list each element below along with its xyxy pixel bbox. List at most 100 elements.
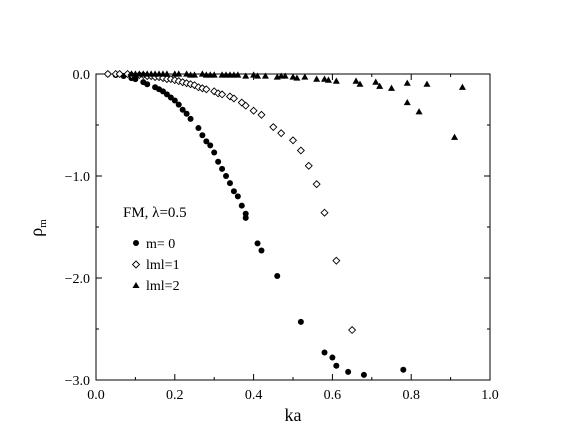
data-point: [242, 214, 249, 221]
data-point: [423, 80, 431, 87]
data-point: [223, 173, 230, 179]
data-point: [320, 208, 329, 217]
series-1: [103, 69, 357, 335]
data-point: [301, 73, 309, 80]
legend-marker-filled-circle: [133, 240, 139, 246]
data-point: [183, 70, 191, 77]
data-point: [281, 72, 289, 79]
data-point: [242, 72, 250, 79]
data-point: [183, 110, 190, 117]
data-point: [144, 81, 151, 88]
data-point: [458, 83, 466, 90]
data-point: [218, 90, 227, 99]
x-tick-label: 0.8: [402, 388, 420, 403]
data-point: [400, 366, 407, 373]
data-point: [238, 202, 245, 209]
data-point: [261, 72, 269, 79]
data-point: [187, 115, 194, 122]
plot-frame: [95, 73, 491, 381]
data-point: [198, 70, 206, 77]
data-point: [297, 318, 304, 325]
data-point: [329, 354, 336, 361]
data-point: [249, 106, 258, 115]
data-point: [229, 94, 238, 103]
y-tick-label: 0.0: [73, 68, 91, 83]
data-point: [241, 101, 250, 110]
legend-label-m1: lml=1: [146, 258, 180, 273]
y-tick-label: −2.0: [65, 272, 90, 287]
data-point: [226, 180, 233, 187]
data-point: [324, 76, 332, 83]
data-point: [288, 136, 298, 145]
data-point: [132, 76, 139, 83]
y-axis-label-subscript: m: [37, 219, 49, 228]
legend-item-m1: lml=1: [131, 258, 180, 273]
x-tick-label: 0.6: [324, 388, 342, 403]
data-point: [345, 368, 352, 375]
data-point: [293, 74, 301, 81]
data-point: [360, 371, 367, 378]
data-point: [115, 69, 124, 79]
axis-ticks: [95, 73, 491, 381]
data-point: [179, 106, 186, 113]
data-point: [289, 73, 297, 80]
legend-item-m0: m= 0: [133, 237, 175, 252]
data-point: [234, 71, 242, 78]
data-point: [175, 101, 182, 108]
data-point: [332, 256, 341, 265]
x-axis-label: ka: [285, 405, 302, 425]
data-point: [171, 97, 178, 104]
data-point: [237, 98, 246, 107]
data-point: [348, 325, 357, 335]
x-tick-label: 0.2: [166, 388, 184, 403]
x-tick-label: 0.4: [245, 388, 263, 403]
data-point: [321, 75, 329, 82]
data-point: [333, 362, 340, 369]
data-point: [372, 78, 380, 85]
data-series: [103, 69, 466, 378]
data-point: [312, 180, 321, 189]
data-point: [230, 188, 237, 195]
data-point: [258, 247, 265, 254]
data-point: [211, 149, 218, 156]
legend-marker-open-diamond: [131, 260, 141, 269]
data-point: [210, 71, 218, 78]
tick-labels: 0.0 0.2 0.4 0.6 0.8 1.0 0.0 −1.0 −2.0 −3.0: [65, 68, 499, 403]
data-point: [210, 87, 219, 96]
data-point: [195, 125, 202, 132]
data-point: [376, 82, 384, 89]
data-point: [296, 146, 305, 155]
annotation-text: FM, λ=0.5: [123, 205, 187, 221]
y-axis-label: ρm: [26, 219, 49, 237]
data-point: [219, 165, 226, 172]
data-point: [356, 80, 364, 87]
data-point: [254, 72, 262, 79]
data-point: [199, 132, 206, 139]
data-point: [304, 161, 313, 170]
data-point: [207, 142, 214, 149]
data-point: [274, 272, 281, 279]
data-point: [257, 110, 266, 119]
data-point: [388, 84, 395, 91]
data-point: [202, 85, 211, 94]
data-point: [269, 123, 278, 132]
data-point: [175, 70, 183, 77]
x-tick-label: 1.0: [481, 388, 499, 403]
data-point: [313, 75, 321, 82]
data-point: [451, 133, 459, 140]
legend-label-m2: lml=2: [146, 279, 180, 294]
data-point: [332, 77, 340, 84]
legend-label-m0: m= 0: [146, 237, 175, 252]
data-point: [403, 98, 411, 106]
data-point: [415, 108, 423, 115]
legend-item-m2: lml=2: [132, 279, 180, 294]
series-2: [127, 70, 466, 140]
y-axis-label-main: ρ: [26, 228, 46, 237]
data-point: [250, 71, 258, 78]
legend: m= 0 lml=1 lml=2: [131, 237, 180, 294]
data-point: [103, 69, 112, 79]
data-point: [277, 129, 286, 138]
data-point: [191, 71, 198, 78]
y-tick-label: −3.0: [65, 374, 90, 389]
